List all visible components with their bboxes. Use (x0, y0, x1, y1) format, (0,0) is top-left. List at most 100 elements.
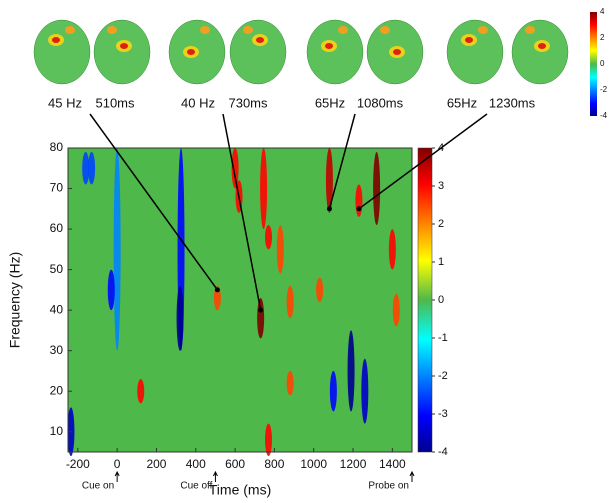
annotation-point (326, 206, 332, 212)
blob (392, 293, 400, 327)
blob (325, 148, 333, 213)
blob (257, 297, 265, 339)
blob (286, 370, 294, 396)
y-tick-label: 20 (50, 383, 64, 397)
blob (347, 330, 355, 412)
colorbar-tick-label: -3 (438, 408, 448, 420)
head-spot (338, 26, 348, 34)
top-colorbar-tick-label: 0 (600, 59, 605, 68)
annotation-time: 510ms (95, 95, 135, 110)
head-spot (325, 43, 333, 49)
x-tick-label: 200 (146, 457, 166, 471)
top-colorbar-tick-label: -4 (600, 111, 608, 120)
x-tick-label: 1400 (379, 457, 406, 471)
head-spot (65, 26, 75, 34)
colorbar-tick-label: 1 (438, 256, 444, 268)
annotation-freq: 65Hz (447, 95, 477, 110)
blob (88, 152, 96, 185)
colorbar-tick-label: 0 (438, 294, 444, 306)
head (306, 19, 364, 85)
blob (265, 225, 273, 250)
head-spot (107, 26, 117, 34)
x-tick-label: -200 (66, 457, 90, 471)
blob (107, 269, 115, 311)
colorbar (417, 147, 433, 453)
annotation-point (214, 287, 220, 293)
head (33, 19, 91, 85)
top-colorbar-tick-label: 4 (600, 7, 605, 16)
annotation-freq: 65Hz (315, 95, 345, 110)
blob (265, 423, 273, 457)
colorbar-tick-label: 2 (438, 218, 444, 230)
blob (176, 285, 184, 351)
top-colorbar (590, 12, 597, 116)
y-axis-label: Frequency (Hz) (7, 252, 23, 348)
y-tick-label: 60 (50, 221, 64, 235)
head-spot (525, 26, 535, 34)
x-tick-label: 1000 (300, 457, 327, 471)
head-spot (120, 43, 128, 49)
top-colorbar-tick-label: 2 (600, 33, 605, 42)
blob (361, 358, 369, 424)
blob (82, 152, 90, 185)
y-tick-label: 10 (50, 424, 64, 438)
annotation-time: 1080ms (357, 95, 404, 110)
head-spot (465, 37, 473, 43)
x-tick-label: 1200 (340, 457, 367, 471)
head (446, 19, 504, 85)
annotation-line (89, 113, 219, 291)
head-spot (187, 49, 195, 55)
head-spot (393, 49, 401, 55)
event-arrow (212, 470, 218, 482)
head-spot (380, 26, 390, 34)
head (229, 19, 287, 85)
x-axis-label: Time (ms) (209, 482, 271, 498)
blob (329, 370, 337, 412)
x-tick-label: 0 (114, 457, 121, 471)
head-maps (33, 19, 569, 85)
y-tick-label: 50 (50, 262, 64, 276)
event-arrow (114, 470, 120, 482)
head-spot (256, 37, 264, 43)
head-spot (538, 43, 546, 49)
head-spot (478, 26, 488, 34)
blob (355, 184, 363, 217)
head (93, 19, 151, 85)
head-spot (52, 37, 60, 43)
y-tick-label: 40 (50, 302, 64, 316)
annotation-freq: 40 Hz (181, 95, 215, 110)
y-tick-label: 80 (50, 140, 64, 154)
annotation-freq: 45 Hz (48, 95, 82, 110)
event-arrow (409, 470, 415, 482)
annotation-point (258, 307, 264, 313)
blob (137, 379, 145, 404)
blob (113, 148, 121, 351)
head-spot (200, 26, 210, 34)
blob (388, 229, 396, 270)
blob (231, 148, 239, 189)
x-tick-label: 800 (264, 457, 284, 471)
annotation-time: 1230ms (489, 95, 536, 110)
blob (260, 148, 268, 230)
annotation-point (356, 206, 362, 212)
y-tick-label: 30 (50, 343, 64, 357)
x-tick-label: 600 (225, 457, 245, 471)
colorbar-tick-label: -2 (438, 370, 448, 382)
event-label: Probe on (368, 481, 409, 492)
y-tick-label: 70 (50, 181, 64, 195)
plot-frame (67, 147, 413, 453)
blob (286, 285, 294, 319)
annotation-line (222, 113, 262, 311)
annotation-time: 730ms (228, 95, 268, 110)
blob (373, 152, 381, 226)
event-label: Cue off (180, 481, 212, 492)
blob (316, 277, 324, 303)
colorbar-tick-label: 3 (438, 180, 444, 192)
x-tick-label: 400 (186, 457, 206, 471)
colorbar-tick-label: -1 (438, 332, 448, 344)
annotation-line (358, 113, 488, 210)
head (511, 19, 569, 85)
head-spot (243, 26, 253, 34)
annotation-line (328, 113, 356, 209)
